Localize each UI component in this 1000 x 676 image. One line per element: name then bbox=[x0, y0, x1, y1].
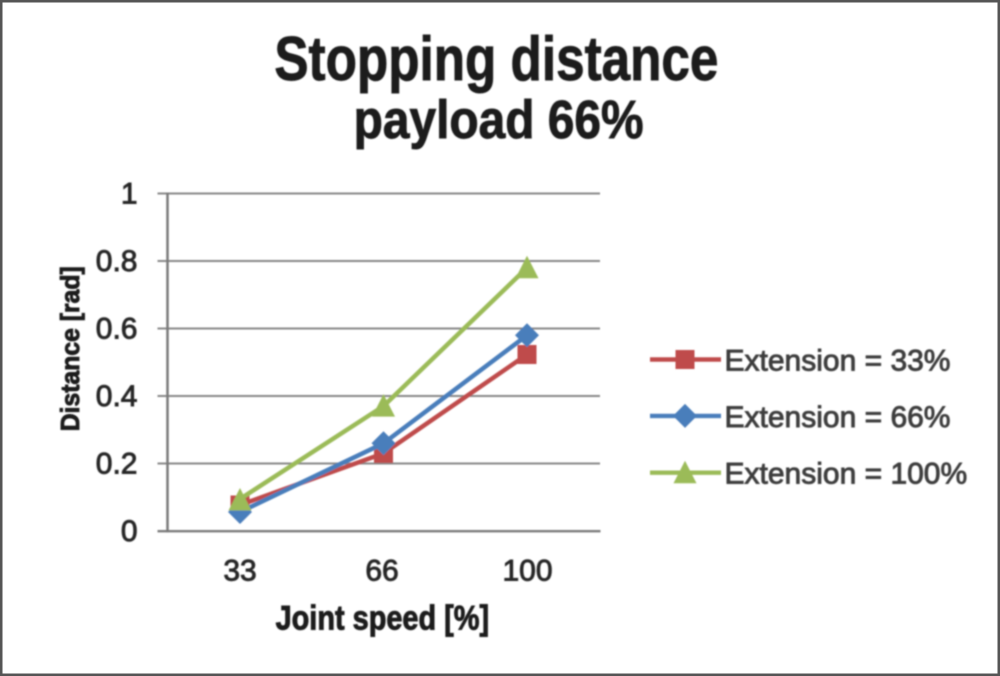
svg-text:Extension = 100%: Extension = 100% bbox=[725, 458, 968, 491]
svg-text:0.4: 0.4 bbox=[96, 380, 138, 413]
svg-text:Extension = 66%: Extension = 66% bbox=[725, 401, 951, 434]
svg-text:Extension = 33%: Extension = 33% bbox=[725, 345, 951, 378]
svg-text:0.6: 0.6 bbox=[96, 313, 138, 346]
svg-text:1: 1 bbox=[121, 177, 138, 210]
svg-text:66: 66 bbox=[365, 554, 398, 587]
svg-text:33: 33 bbox=[223, 554, 256, 587]
svg-text:Distance [rad]: Distance [rad] bbox=[55, 266, 85, 431]
svg-text:0.2: 0.2 bbox=[96, 448, 138, 481]
svg-text:Joint speed [%]: Joint speed [%] bbox=[276, 600, 490, 638]
svg-text:100: 100 bbox=[502, 554, 552, 587]
svg-text:0.8: 0.8 bbox=[96, 245, 138, 278]
svg-text:Stopping distance: Stopping distance bbox=[274, 25, 718, 94]
svg-text:0: 0 bbox=[121, 515, 138, 548]
svg-text:payload 66%: payload 66% bbox=[354, 90, 644, 150]
